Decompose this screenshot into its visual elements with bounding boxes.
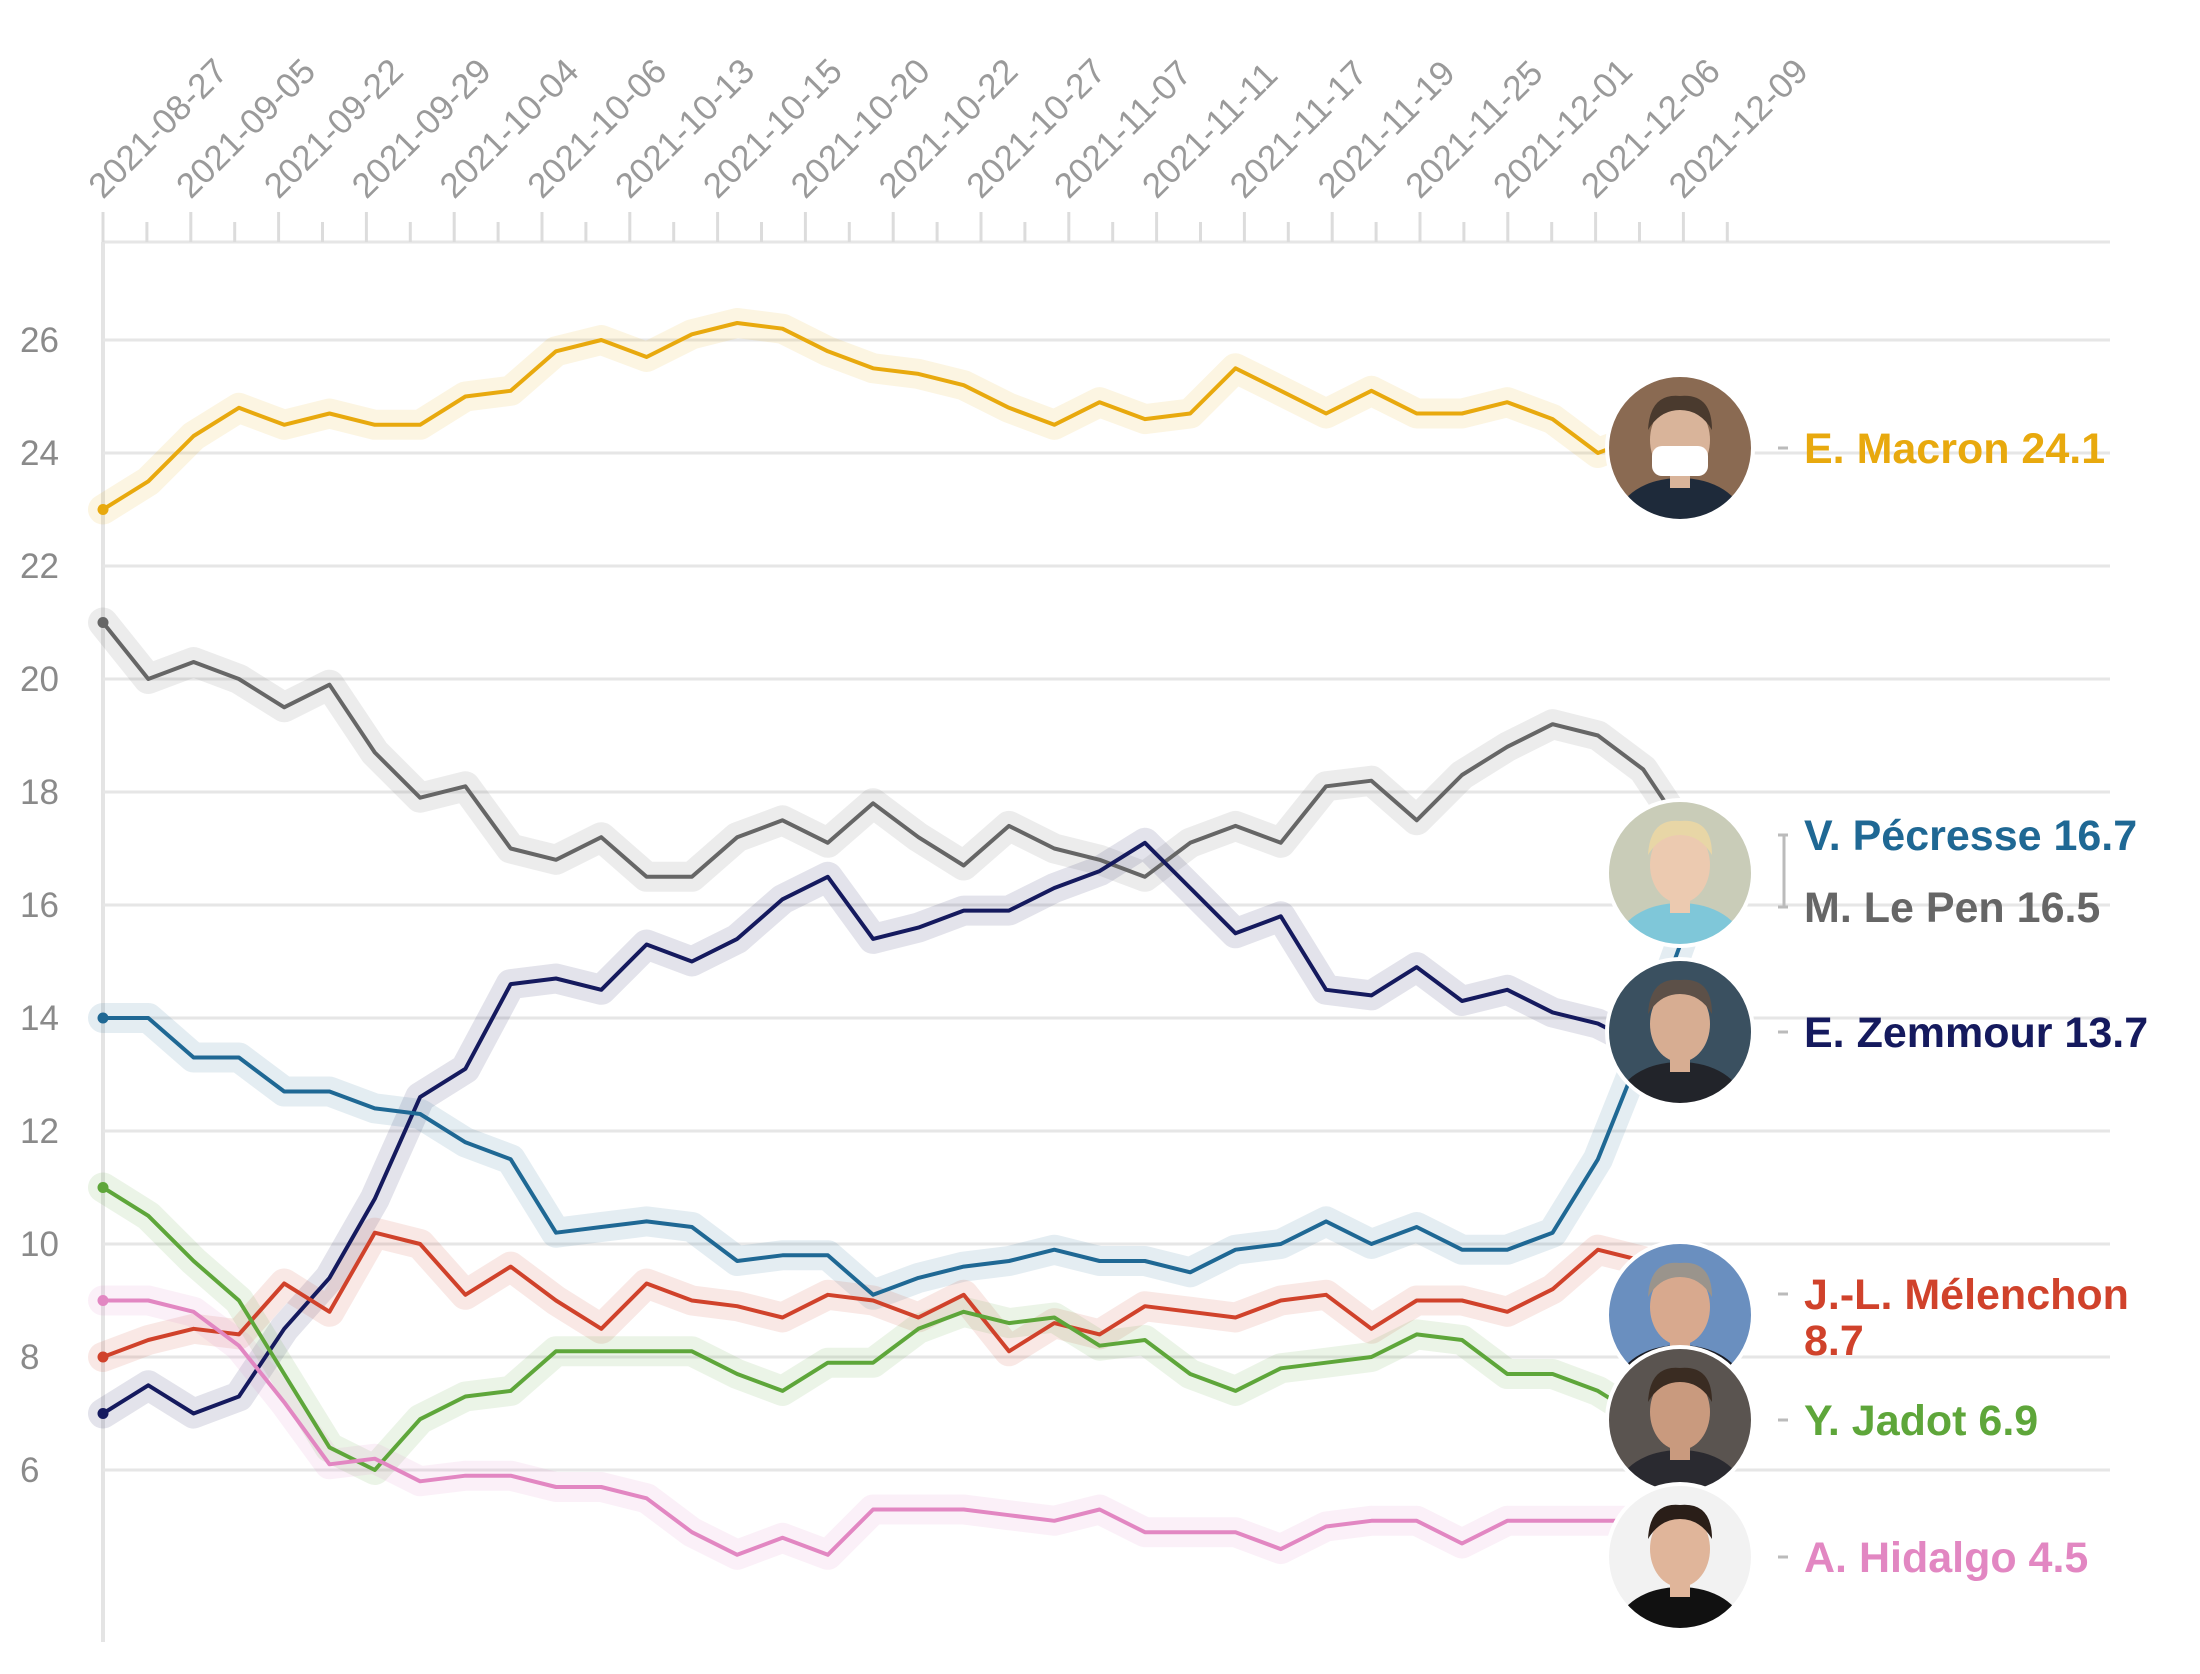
candidate-label: V. Pécresse 16.7 [1804, 812, 2137, 860]
candidate-label: E. Macron 24.1 [1804, 425, 2105, 473]
series-start-point [97, 1351, 109, 1363]
y-tick-label: 26 [20, 321, 59, 360]
y-tick-label: 6 [20, 1451, 39, 1490]
candidate-avatar [1605, 798, 1755, 948]
series-start-point [97, 504, 109, 515]
candidate-avatar [1605, 1482, 1755, 1632]
candidate-label: E. Zemmour 13.7 [1804, 1009, 2148, 1057]
grid-layer [101, 240, 2110, 1642]
series-start-point [97, 617, 109, 628]
series-line [101, 1230, 1736, 1359]
x-axis: 2021-08-272021-09-052021-09-222021-09-29… [81, 51, 1816, 242]
y-axis: 6 8 10 12 14 16 18 20 22 24 26 [20, 321, 59, 1490]
candidate-label: Y. Jadot 6.9 [1804, 1397, 2038, 1445]
series-line [101, 863, 1736, 1297]
series-line [101, 1298, 1691, 1557]
y-tick-label: 18 [20, 773, 59, 812]
series-line [101, 321, 1691, 512]
y-tick-label: 22 [20, 547, 59, 586]
series-lines [97, 321, 1736, 1557]
candidate-label: A. Hidalgo 4.5 [1804, 1534, 2088, 1582]
y-tick-label: 20 [20, 660, 59, 699]
candidate-avatar [1605, 1345, 1755, 1495]
candidate-avatar [1605, 957, 1755, 1107]
series-line [101, 620, 1736, 879]
y-tick-label: 14 [20, 999, 59, 1038]
series-start-point [97, 1182, 109, 1193]
y-tick-label: 10 [20, 1225, 59, 1264]
candidate-label: M. Le Pen 16.5 [1804, 884, 2100, 932]
series-halos [88, 308, 1749, 1570]
candidate-label: 8.7 [1804, 1317, 1864, 1365]
candidate-avatars [1605, 373, 1755, 1632]
label-bracket [1778, 833, 1786, 909]
candidate-avatar [1605, 373, 1755, 523]
candidate-label: J.-L. Mélenchon [1804, 1271, 2129, 1319]
series-line [101, 1185, 1691, 1472]
y-tick-label: 12 [20, 1112, 59, 1151]
y-tick-label: 24 [20, 434, 59, 473]
series-line [101, 840, 1691, 1416]
series-start-point [97, 1408, 109, 1419]
candidate-labels: E. Macron 24.1 M. Le Pen 16.5 E. Zemmour 1… [1778, 425, 2148, 1582]
series-start-point [97, 1012, 109, 1024]
y-tick-label: 16 [20, 886, 59, 925]
series-start-point [97, 1295, 109, 1306]
y-tick-label: 8 [20, 1338, 39, 1377]
